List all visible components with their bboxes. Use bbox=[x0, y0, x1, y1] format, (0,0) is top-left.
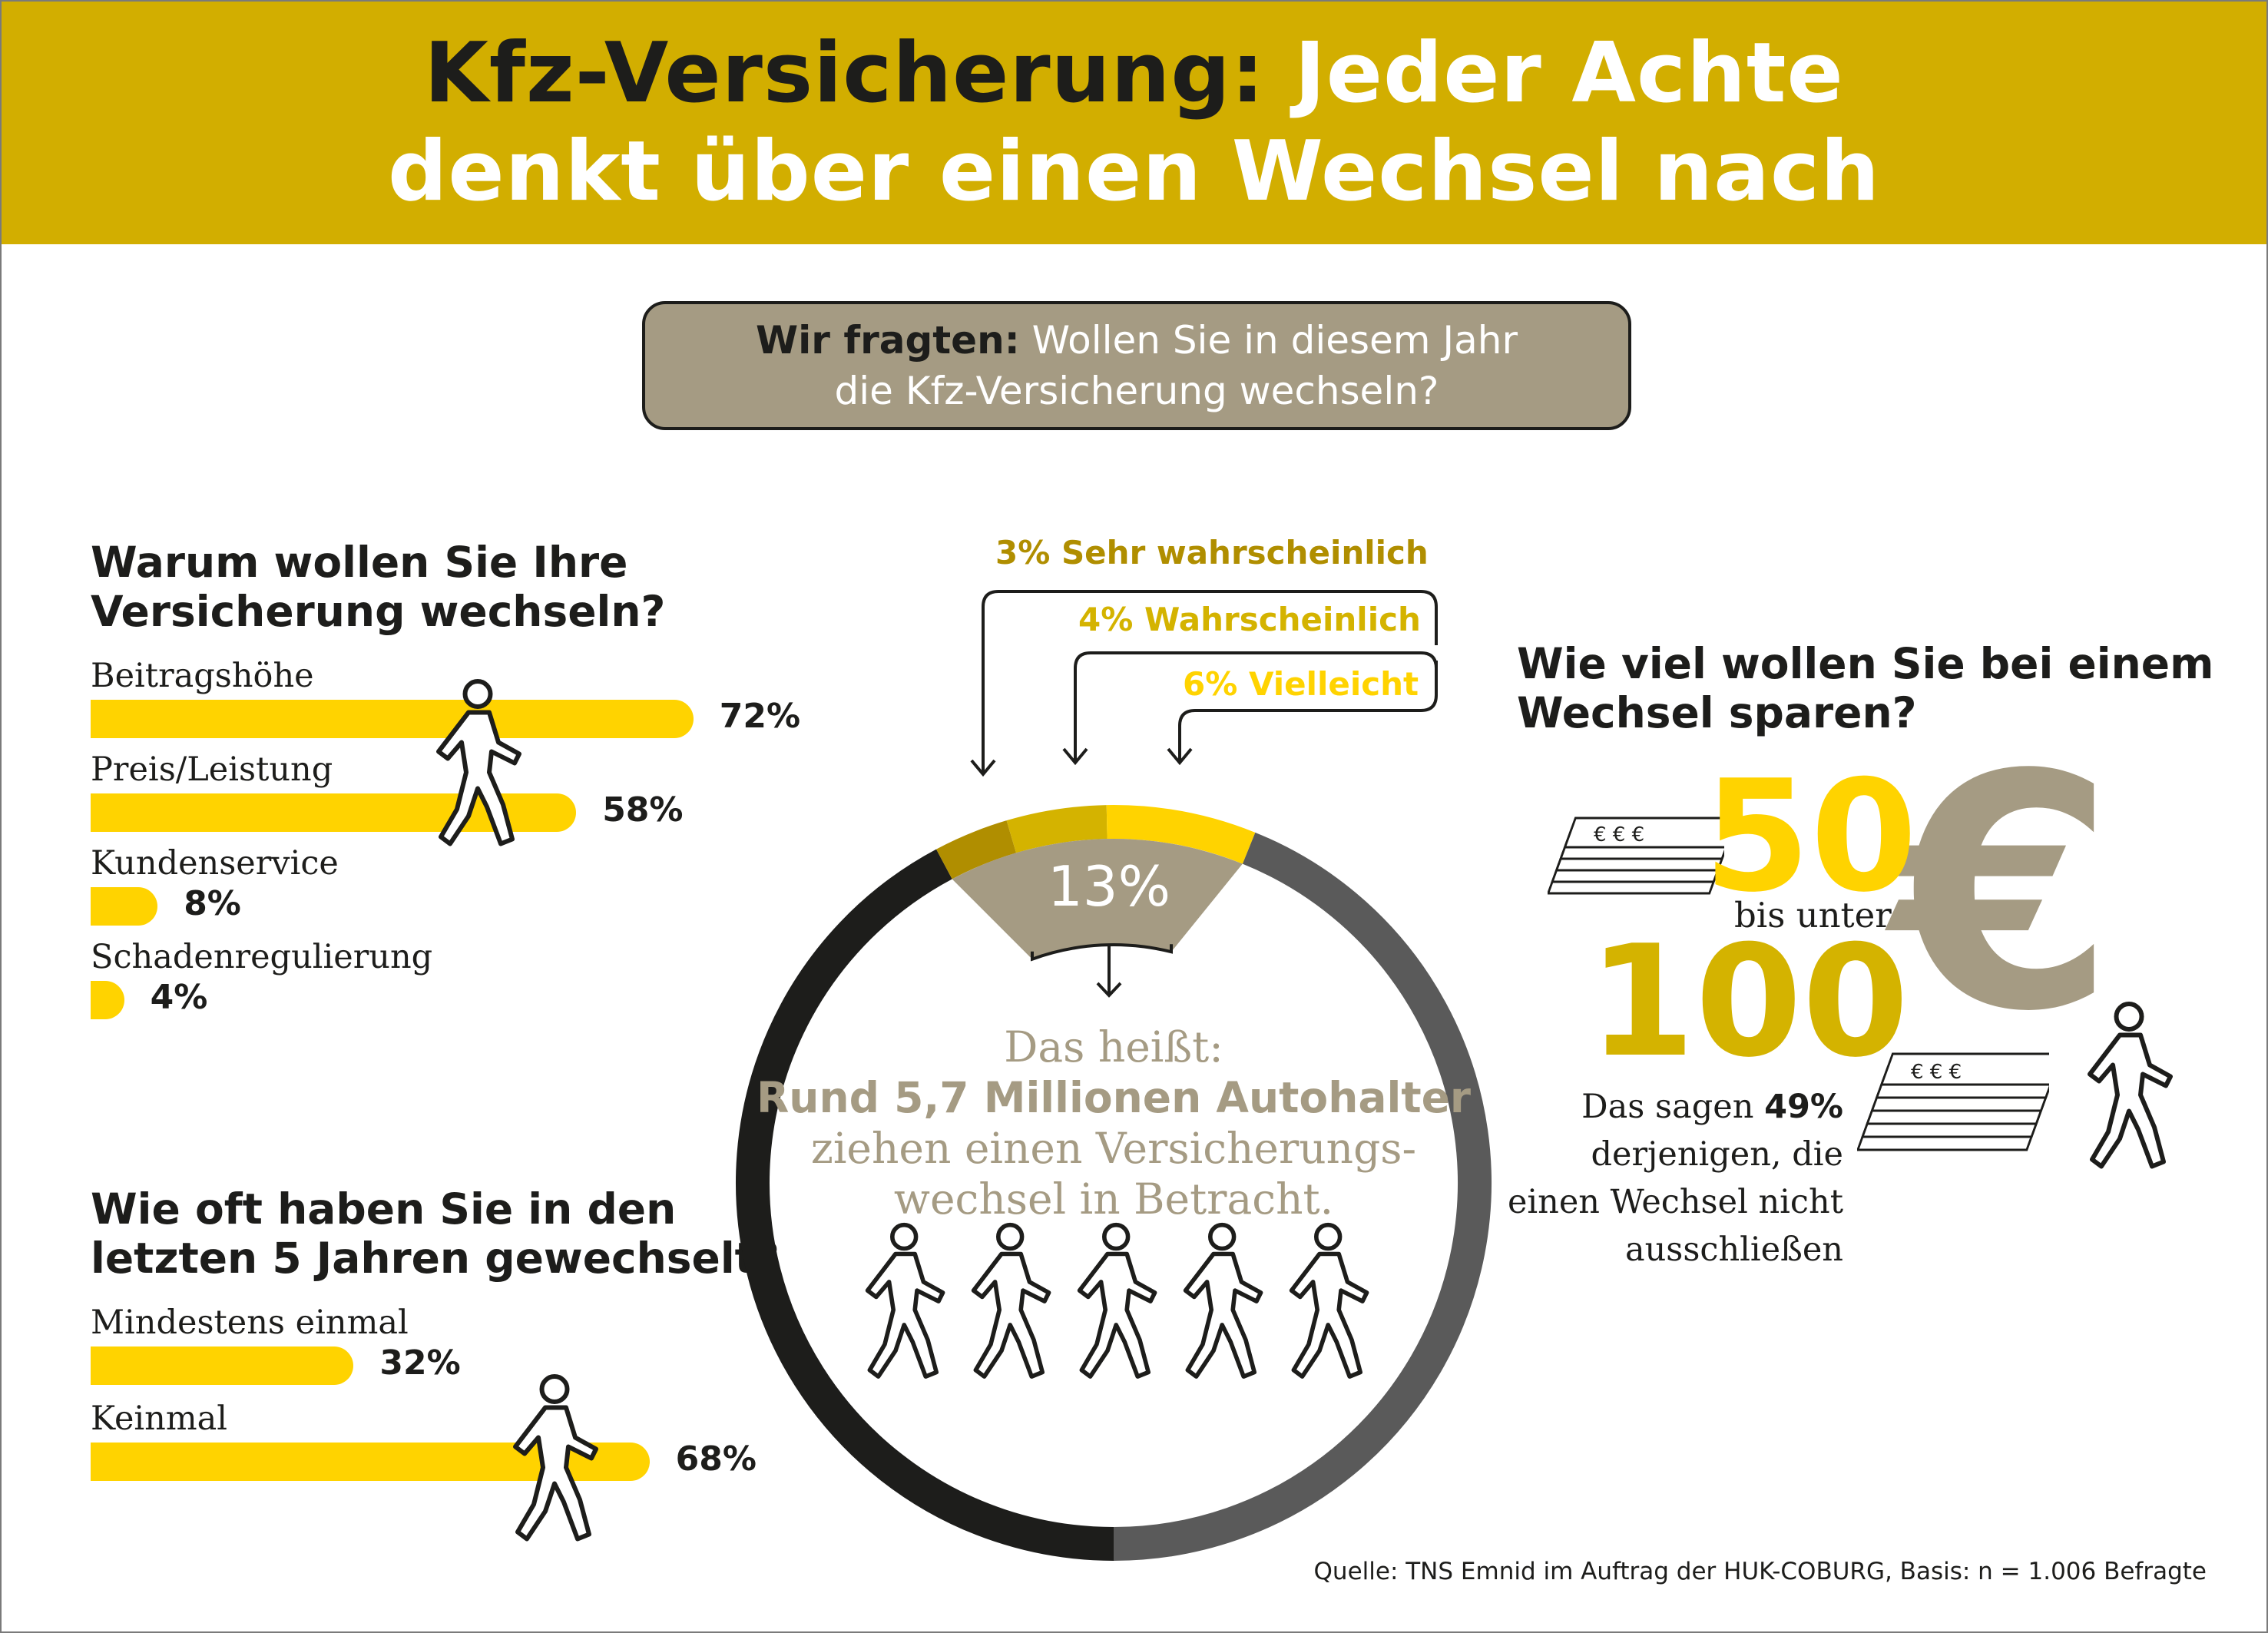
bar-category-label: Kundenservice bbox=[91, 844, 339, 883]
bar-value-label: 72% bbox=[719, 697, 801, 736]
money-stack-icon: € € € bbox=[1857, 1052, 2049, 1151]
say-line2: derjenigen, die bbox=[1591, 1135, 1843, 1174]
maybe-value: 6% bbox=[1183, 665, 1238, 703]
bar-0 bbox=[91, 1346, 354, 1385]
question-line1: Wollen Sie in diesem Jahr bbox=[1031, 318, 1518, 363]
savings-to: 100 bbox=[1588, 913, 1909, 1091]
ring-slice-1 bbox=[1006, 805, 1108, 853]
say-percent: 49% bbox=[1764, 1088, 1843, 1126]
center-line1: Das heißt: bbox=[1004, 1022, 1223, 1072]
walking-person-icon bbox=[2088, 1002, 2173, 1169]
walking-person-icon bbox=[1183, 1222, 1263, 1379]
walking-person-icon bbox=[971, 1222, 1051, 1379]
bar-value-label: 4% bbox=[150, 978, 208, 1017]
bar-0 bbox=[91, 700, 694, 738]
savings-title-line2: Wechsel sparen? bbox=[1517, 688, 1917, 737]
very-likely-label: Sehr wahrscheinlich bbox=[1061, 534, 1429, 571]
frequency-title-line2: letzten 5 Jahren gewechselt? bbox=[91, 1234, 780, 1283]
ring-rest-dark bbox=[736, 849, 1114, 1561]
level-likely: 4% Wahrscheinlich bbox=[1078, 601, 1421, 638]
walking-person-icon bbox=[865, 1222, 945, 1379]
money-stack-icon: € € € bbox=[1548, 816, 1724, 895]
likely-label: Wahrscheinlich bbox=[1144, 601, 1421, 638]
savings-title-line1: Wie viel wollen Sie bei einem bbox=[1517, 639, 2214, 688]
ring-rest-gray bbox=[1113, 832, 1492, 1561]
source-note: Quelle: TNS Emnid im Auftrag der HUK-COB… bbox=[1313, 1558, 2207, 1585]
say-line3: einen Wechsel nicht bbox=[1507, 1183, 1843, 1221]
walking-person-icon bbox=[1077, 1222, 1157, 1379]
question-prefix: Wir fragten: bbox=[755, 318, 1020, 363]
euro-sign: € bbox=[1891, 707, 2116, 1082]
bar-value-label: 8% bbox=[184, 884, 241, 923]
bar-category-label: Beitragshöhe bbox=[91, 657, 314, 695]
very-likely-value: 3% bbox=[995, 534, 1051, 571]
ring-slice-2 bbox=[1106, 805, 1256, 864]
walking-person-icon bbox=[1289, 1222, 1369, 1379]
total-segment bbox=[952, 839, 1243, 959]
savings-statement: Das sagen 49% derjenigen, die einen Wech… bbox=[1505, 1083, 1843, 1274]
center-text: Das heißt: Rund 5,7 Millionen Autohalter… bbox=[753, 1022, 1475, 1224]
walking-person-icon bbox=[513, 1374, 598, 1542]
level-maybe: 6% Vielleicht bbox=[1183, 665, 1419, 703]
savings-from: 50 bbox=[1703, 747, 1918, 926]
bar-value-label: 58% bbox=[602, 790, 684, 830]
reasons-title-line2: Versicherung wechseln? bbox=[91, 587, 666, 636]
bar-category-label: Schadenregulierung bbox=[91, 938, 433, 976]
question-box: Wir fragten: Wollen Sie in diesem Jahr d… bbox=[642, 301, 1631, 430]
title-white-1: Jeder Achte bbox=[1294, 25, 1844, 121]
center-line4: wechsel in Betracht. bbox=[893, 1174, 1334, 1224]
say-line4: ausschließen bbox=[1624, 1231, 1843, 1269]
frequency-title: Wie oft haben Sie in den letzten 5 Jahre… bbox=[91, 1184, 780, 1283]
likely-value: 4% bbox=[1078, 601, 1134, 638]
reasons-title-line1: Warum wollen Sie Ihre bbox=[91, 538, 628, 587]
bar-3 bbox=[91, 981, 124, 1019]
walking-person-icon bbox=[436, 679, 521, 846]
bar-2 bbox=[91, 887, 158, 926]
title-white-2: denkt über einen Wechsel nach bbox=[388, 124, 1880, 220]
say-line1: Das sagen 49% bbox=[1581, 1088, 1843, 1126]
center-line3: ziehen einen Versicherungs- bbox=[810, 1124, 1417, 1173]
level-very-likely: 3% Sehr wahrscheinlich bbox=[995, 534, 1429, 571]
question-line2: die Kfz-Versicherung wechseln? bbox=[834, 369, 1439, 413]
ring-slice-0 bbox=[936, 820, 1017, 879]
connector-lines bbox=[970, 590, 1438, 998]
bar-value-label: 32% bbox=[379, 1343, 461, 1383]
savings-between: bis unter bbox=[1734, 895, 1892, 936]
total-bracket bbox=[1030, 943, 1173, 962]
center-line2: Rund 5,7 Millionen Autohalter bbox=[756, 1073, 1472, 1122]
title-dark: Kfz-Versicherung: bbox=[424, 25, 1265, 121]
maybe-label: Vielleicht bbox=[1248, 665, 1419, 703]
total-percent: 13% bbox=[1047, 854, 1171, 919]
savings-title: Wie viel wollen Sie bei einem Wechsel sp… bbox=[1517, 639, 2213, 737]
bar-value-label: 68% bbox=[675, 1439, 757, 1479]
reasons-title: Warum wollen Sie Ihre Versicherung wechs… bbox=[91, 538, 665, 636]
bar-category-label: Keinmal bbox=[91, 1399, 228, 1438]
frequency-title-line1: Wie oft haben Sie in den bbox=[91, 1184, 677, 1234]
header: Kfz-Versicherung: Jeder Achte denkt über… bbox=[2, 2, 2266, 244]
bar-category-label: Mindestens einmal bbox=[91, 1303, 409, 1342]
svg-text:€ € €: € € € bbox=[1594, 823, 1644, 846]
svg-text:€ € €: € € € bbox=[1911, 1061, 1962, 1084]
bar-category-label: Preis/Leistung bbox=[91, 750, 333, 789]
